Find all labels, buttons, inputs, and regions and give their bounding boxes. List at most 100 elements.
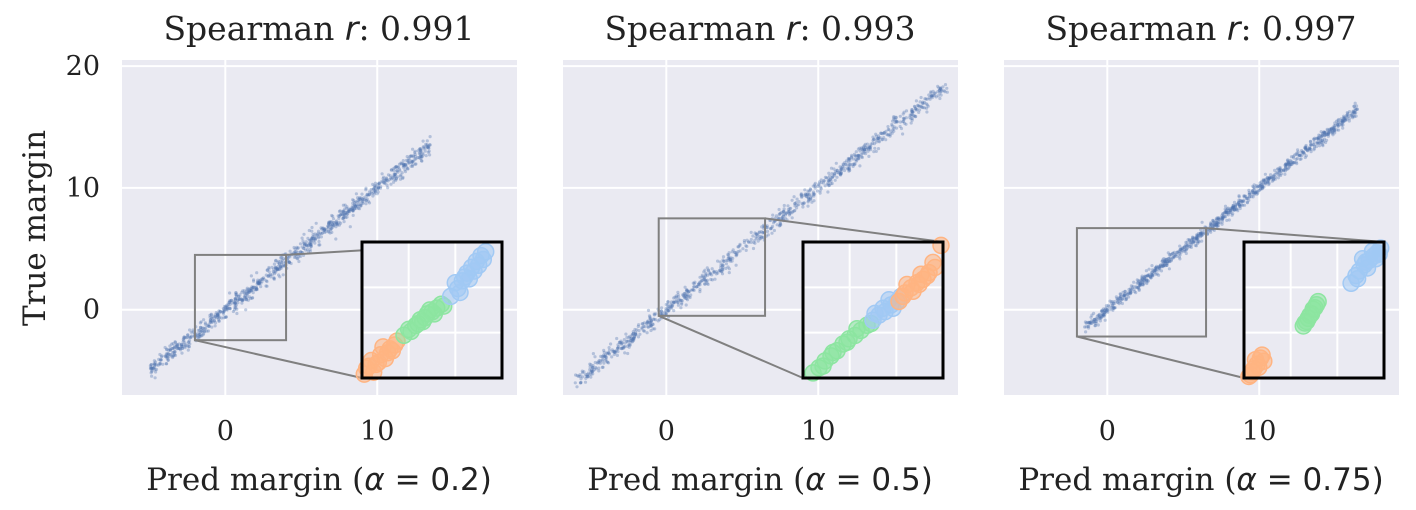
scatter-point [1295,151,1299,155]
scatter-point [205,329,209,333]
scatter-point [756,239,760,243]
scatter-point [605,360,609,364]
scatter-point [351,206,355,210]
scatter-point [728,257,733,261]
scatter-point [1159,265,1164,269]
scatter-point [280,255,284,260]
scatter-point [404,158,409,162]
scatter-point [1298,153,1302,157]
scatter-point [1102,309,1107,313]
scatter-point [152,359,156,363]
scatter-point [782,209,786,213]
scatter-point [813,181,817,185]
scatter-point [872,150,876,154]
scatter-point [601,353,606,357]
scatter-point [1093,318,1097,322]
scatter-point [1173,254,1177,258]
scatter-point [250,285,254,289]
scatter-point [148,364,152,368]
scatter-point [1168,260,1172,264]
scatter-point [359,204,363,208]
scatter-point [877,136,881,140]
scatter-point [292,255,297,259]
scatter-point [1152,270,1157,274]
scatter-point [1355,104,1359,108]
scatter-point [361,200,365,204]
scatter-point [186,340,191,344]
scatter-point [182,336,186,340]
scatter-point [805,192,809,196]
scatter-point [1146,273,1150,277]
scatter-point [164,355,168,359]
scatter-point [1116,298,1120,302]
scatter-point [1351,110,1355,114]
scatter-point [1259,187,1263,191]
scatter-point [411,155,415,159]
scatter-point [212,319,216,323]
scatter-point [199,325,203,330]
scatter-point [835,168,839,172]
scatter-point [824,176,829,180]
scatter-point [279,256,283,260]
scatter-point [1121,294,1126,298]
scatter-point [334,219,338,223]
scatter-point [364,199,368,203]
scatter-point [837,171,841,175]
scatter-point [222,307,226,311]
scatter-point [1340,119,1344,123]
scatter-point [282,264,286,268]
scatter-point [1251,189,1255,193]
scatter-point [331,217,336,221]
scatter-point [188,335,192,339]
scatter-point [389,182,393,186]
scatter-point [1304,146,1308,150]
scatter-point [340,211,344,215]
scatter-point [292,250,296,254]
scatter-point [1345,114,1349,118]
scatter-point [769,226,773,231]
scatter-point [1101,314,1105,318]
scatter-point [1269,176,1273,180]
scatter-point [257,281,261,285]
scatter-point [788,213,792,217]
scatter-point [217,314,221,318]
scatter-point [592,368,596,372]
scatter-point [620,346,624,350]
scatter-point [171,354,175,358]
scatter-point [395,164,399,169]
scatter-point [631,331,636,335]
scatter-point [631,332,635,336]
scatter-point [754,232,758,236]
scatter-point [1221,215,1225,219]
scatter-point [249,296,253,301]
scatter-point [1196,237,1200,241]
scatter-point [772,228,777,233]
scatter-point [1355,107,1359,111]
scatter-point [330,222,335,226]
scatter-point [1245,200,1249,204]
scatter-point [220,316,224,320]
scatter-point [233,298,237,302]
scatter-point [698,287,702,292]
scatter-point [387,178,391,182]
scatter-point [612,350,617,354]
scatter-point [749,240,753,244]
scatter-point [1139,278,1143,282]
scatter-point [1218,221,1222,225]
scatter-point [642,329,646,333]
scatter-point [1305,148,1309,152]
scatter-point [428,153,432,157]
scatter-point [255,282,259,286]
scatter-point [631,337,635,341]
scatter-point [807,189,811,193]
scatter-point [1257,189,1261,193]
scatter-point [943,90,947,94]
scatter-point [1315,136,1319,141]
scatter-point [612,349,616,353]
scatter-point [408,158,412,162]
scatter-point [167,355,171,359]
scatter-point [257,280,261,285]
inset-cluster [441,242,495,306]
scatter-point [573,381,577,385]
scatter-point [386,173,391,177]
